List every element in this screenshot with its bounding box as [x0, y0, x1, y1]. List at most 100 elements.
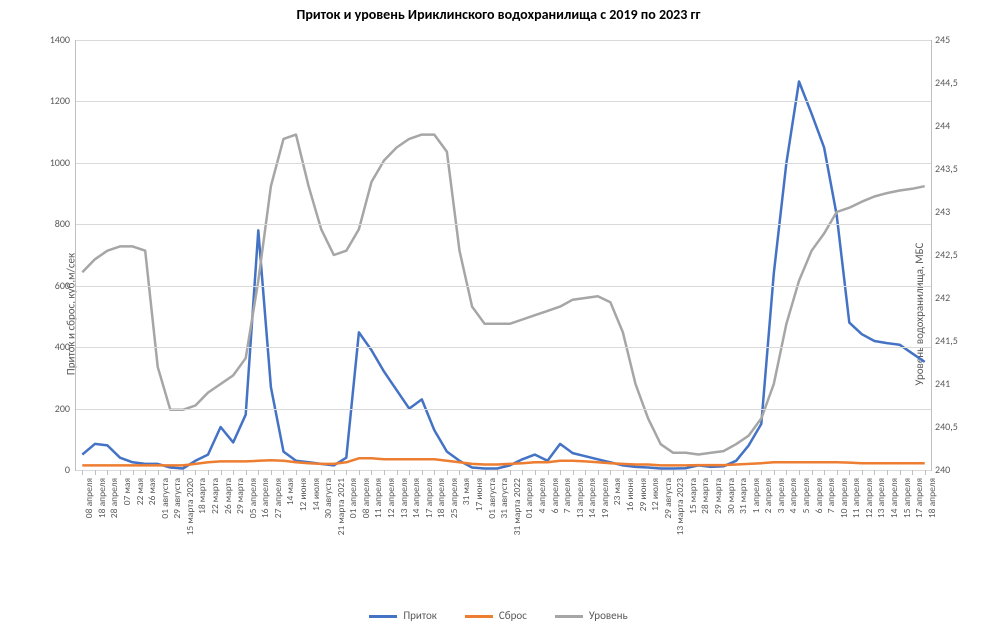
x-tick: 01 апреля — [347, 478, 359, 588]
x-tick: 14 мая — [284, 478, 296, 588]
x-tick: 13 апреля — [574, 478, 586, 588]
y-right-tick: 242,5 — [935, 248, 958, 261]
x-tick: 1 апреля — [750, 478, 762, 588]
legend-swatch — [465, 615, 493, 618]
x-tick: 15 марта 2020 — [184, 478, 196, 588]
x-tick: 18 марта — [196, 478, 208, 588]
x-tick: 5 апреля — [800, 478, 812, 588]
x-tick: 13 апреля — [398, 478, 410, 588]
y-left-tick: 1200 — [30, 94, 70, 107]
x-tick: 31 мая — [460, 478, 472, 588]
x-tick: 12 июня — [297, 478, 309, 588]
x-tick: 13 марта 2023 — [674, 478, 686, 588]
y-right-tick: 241,5 — [935, 334, 958, 347]
y-left-tick: 0 — [30, 463, 70, 476]
x-tick: 05 апреля — [247, 478, 259, 588]
x-tick: 08 апреля — [360, 478, 372, 588]
series-Приток — [82, 82, 924, 469]
line-chart: Приток и уровень Ириклинского водохранил… — [0, 0, 997, 628]
x-tick: 25 апреля — [448, 478, 460, 588]
y-right-tick: 244,5 — [935, 76, 958, 89]
x-tick: 17 апреля — [913, 478, 925, 588]
series-lines — [76, 40, 931, 470]
legend-item-Приток: Приток — [369, 609, 437, 622]
x-tick: 10 апреля — [838, 478, 850, 588]
x-tick: 6 апреля — [813, 478, 825, 588]
x-tick: 15 апреля — [901, 478, 913, 588]
x-tick: 15 марта — [687, 478, 699, 588]
y-right-tick: 240,5 — [935, 420, 958, 433]
series-Уровень — [82, 135, 924, 455]
x-tick: 13 апреля — [875, 478, 887, 588]
x-tick: 14 июля — [310, 478, 322, 588]
x-tick: 12 апреля — [863, 478, 875, 588]
x-tick: 7 апреля — [561, 478, 573, 588]
x-tick: 01 апреля — [523, 478, 535, 588]
x-tick: 16 июня — [624, 478, 636, 588]
x-tick: 2 апреля — [762, 478, 774, 588]
x-tick: 17 июня — [473, 478, 485, 588]
legend-label: Уровень — [589, 609, 628, 622]
legend-item-Уровень: Уровень — [555, 609, 628, 622]
x-tick: 14 апреля — [410, 478, 422, 588]
x-tick: 31 марта 2022 — [511, 478, 523, 588]
plot-area — [75, 40, 932, 471]
x-tick: 07 мая — [121, 478, 133, 588]
x-tick: 29 марта — [712, 478, 724, 588]
y-left-tick: 400 — [30, 340, 70, 353]
x-tick: 28 марта — [699, 478, 711, 588]
y-left-tick: 1000 — [30, 156, 70, 169]
x-tick: 11 апреля — [372, 478, 384, 588]
x-tick: 26 марта — [222, 478, 234, 588]
x-tick: 14 апреля — [888, 478, 900, 588]
y-right-tick: 240 — [935, 463, 950, 476]
y-right-tick: 243,5 — [935, 162, 958, 175]
x-tick: 6 апреля — [549, 478, 561, 588]
chart-title: Приток и уровень Ириклинского водохранил… — [0, 6, 997, 23]
y-left-tick: 600 — [30, 279, 70, 292]
x-tick: 7 апреля — [825, 478, 837, 588]
x-tick: 16 апреля — [259, 478, 271, 588]
x-tick: 30 марта — [725, 478, 737, 588]
x-tick: 4 апреля — [787, 478, 799, 588]
legend: Приток Сброс Уровень — [0, 608, 997, 622]
y-right-tick: 241 — [935, 377, 950, 390]
x-tick: 31 марта — [737, 478, 749, 588]
x-tick: 29 марта — [234, 478, 246, 588]
x-tick: 08 апреля — [83, 478, 95, 588]
x-tick: 29 июня — [637, 478, 649, 588]
x-tick: 30 августа — [322, 478, 334, 588]
legend-swatch — [369, 615, 397, 618]
x-tick: 26 мая — [146, 478, 158, 588]
x-tick: 28 апреля — [108, 478, 120, 588]
x-tick: 12 июля — [649, 478, 661, 588]
x-tick: 17 апреля — [423, 478, 435, 588]
legend-label: Приток — [403, 609, 437, 622]
x-tick: 22 мая — [134, 478, 146, 588]
x-tick: 31 августа — [498, 478, 510, 588]
y-right-tick: 244 — [935, 119, 950, 132]
x-tick: 21 марта 2021 — [335, 478, 347, 588]
y-right-tick: 243 — [935, 205, 950, 218]
x-tick: 29 августа — [171, 478, 183, 588]
x-tick: 22 марта — [209, 478, 221, 588]
x-tick: 01 августа — [486, 478, 498, 588]
x-tick: 18 апреля — [96, 478, 108, 588]
x-tick: 29 августа — [662, 478, 674, 588]
legend-label: Сброс — [499, 609, 527, 622]
series-Сброс — [82, 458, 924, 465]
x-tick: 23 мая — [611, 478, 623, 588]
x-tick: 27 апреля — [272, 478, 284, 588]
legend-item-Сброс: Сброс — [465, 609, 527, 622]
x-tick: 14 апреля — [586, 478, 598, 588]
y-right-tick: 245 — [935, 33, 950, 46]
x-tick: 3 апреля — [775, 478, 787, 588]
y-left-tick: 800 — [30, 217, 70, 230]
y-right-tick: 242 — [935, 291, 950, 304]
legend-swatch — [555, 615, 583, 618]
x-tick: 18 апреля — [435, 478, 447, 588]
x-tick: 01 августа — [159, 478, 171, 588]
x-tick: 18 апреля — [926, 478, 938, 588]
x-tick: 11 апреля — [850, 478, 862, 588]
x-tick: 4 апреля — [536, 478, 548, 588]
